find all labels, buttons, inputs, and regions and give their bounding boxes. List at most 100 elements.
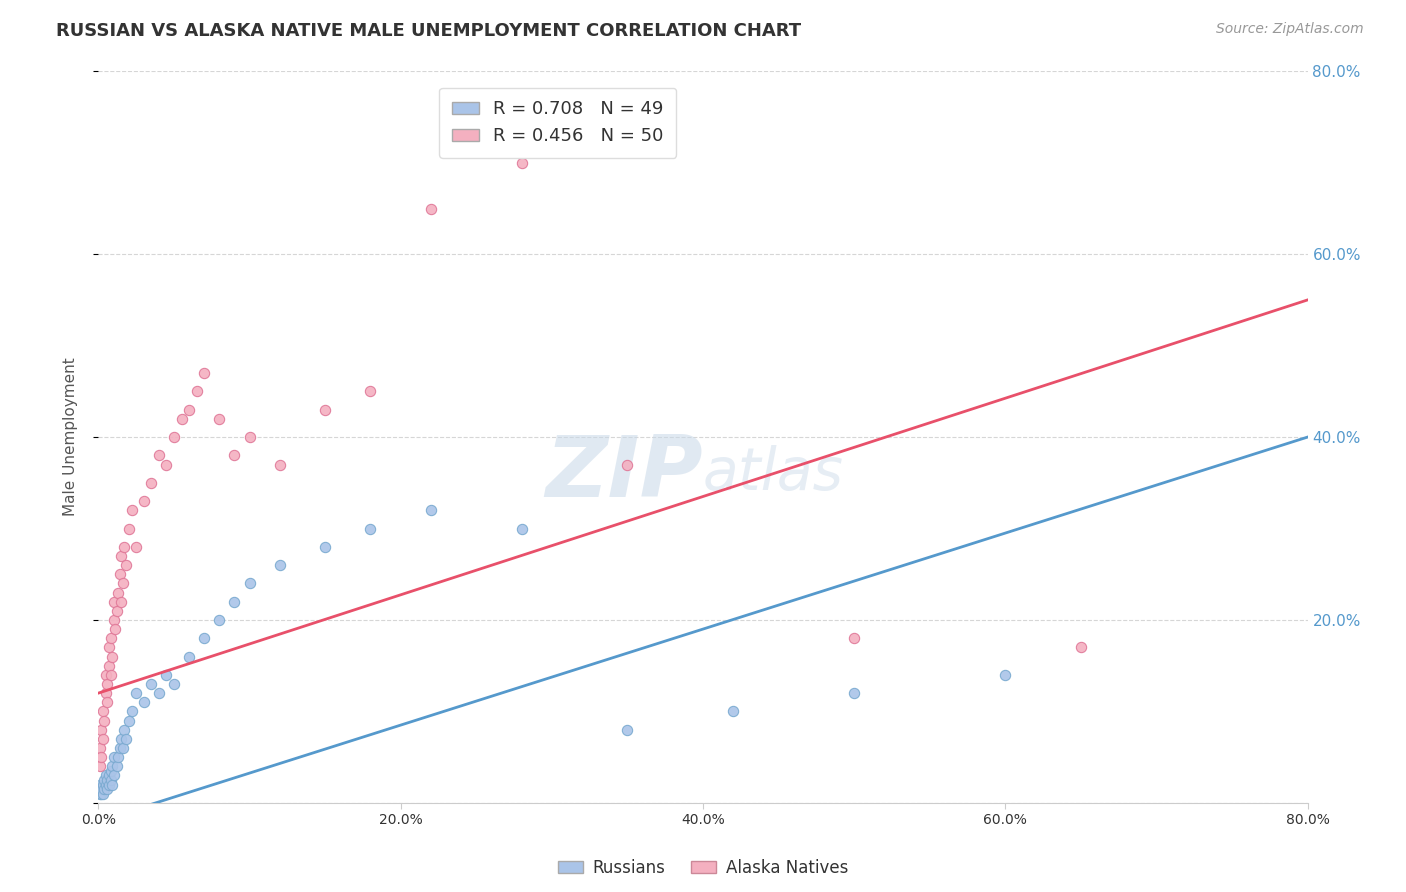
Text: Source: ZipAtlas.com: Source: ZipAtlas.com — [1216, 22, 1364, 37]
Point — [179, 402, 201, 417]
Point — [616, 458, 638, 472]
Point — [163, 677, 186, 691]
Point — [110, 731, 132, 746]
Point — [155, 667, 177, 681]
Point — [132, 695, 155, 709]
Point — [93, 772, 115, 787]
Point — [141, 677, 163, 691]
Point — [108, 567, 131, 582]
Point — [104, 622, 127, 636]
Point — [108, 740, 131, 755]
Point — [269, 558, 291, 573]
Point — [101, 759, 124, 773]
Point — [132, 494, 155, 508]
Legend: R = 0.708   N = 49, R = 0.456   N = 50: R = 0.708 N = 49, R = 0.456 N = 50 — [439, 87, 676, 158]
Point — [100, 764, 122, 778]
Point — [90, 750, 112, 764]
Point — [89, 740, 111, 755]
Point — [89, 787, 111, 801]
Point — [101, 649, 124, 664]
Text: ZIP: ZIP — [546, 432, 703, 516]
Point — [90, 723, 112, 737]
Point — [224, 594, 246, 608]
Point — [118, 521, 141, 535]
Point — [420, 202, 443, 216]
Point — [103, 613, 125, 627]
Point — [94, 778, 117, 792]
Point — [170, 412, 193, 426]
Point — [103, 594, 125, 608]
Legend: Russians, Alaska Natives: Russians, Alaska Natives — [551, 853, 855, 884]
Point — [193, 632, 215, 646]
Point — [103, 768, 125, 782]
Point — [723, 705, 745, 719]
Point — [98, 778, 121, 792]
Point — [360, 384, 382, 399]
Point — [148, 686, 170, 700]
Point — [125, 686, 148, 700]
Point — [105, 604, 128, 618]
Point — [239, 430, 262, 444]
Point — [125, 540, 148, 554]
Point — [93, 782, 115, 797]
Point — [114, 731, 136, 746]
Point — [89, 778, 111, 792]
Point — [90, 782, 112, 797]
Point — [163, 430, 186, 444]
Point — [121, 503, 143, 517]
Point — [103, 750, 125, 764]
Point — [193, 366, 215, 380]
Point — [91, 787, 114, 801]
Point — [994, 667, 1017, 681]
Point — [844, 686, 866, 700]
Point — [112, 723, 135, 737]
Point — [89, 759, 111, 773]
Point — [224, 448, 246, 462]
Point — [101, 778, 124, 792]
Point — [314, 402, 336, 417]
Point — [94, 686, 117, 700]
Point — [616, 723, 638, 737]
Point — [510, 521, 533, 535]
Point — [96, 772, 118, 787]
Y-axis label: Male Unemployment: Male Unemployment — [63, 358, 77, 516]
Point — [94, 768, 117, 782]
Point — [121, 705, 143, 719]
Point — [98, 768, 121, 782]
Point — [110, 549, 132, 563]
Point — [107, 585, 129, 599]
Point — [96, 677, 118, 691]
Point — [94, 667, 117, 681]
Point — [186, 384, 208, 399]
Point — [179, 649, 201, 664]
Point — [100, 632, 122, 646]
Point — [100, 667, 122, 681]
Point — [420, 503, 443, 517]
Point — [269, 458, 291, 472]
Point — [98, 658, 121, 673]
Point — [90, 787, 112, 801]
Point — [107, 750, 129, 764]
Point — [208, 412, 231, 426]
Point — [100, 772, 122, 787]
Point — [118, 714, 141, 728]
Text: atlas: atlas — [703, 445, 844, 502]
Point — [91, 778, 114, 792]
Point — [112, 540, 135, 554]
Point — [110, 594, 132, 608]
Point — [1070, 640, 1092, 655]
Point — [155, 458, 177, 472]
Point — [105, 759, 128, 773]
Point — [91, 705, 114, 719]
Text: RUSSIAN VS ALASKA NATIVE MALE UNEMPLOYMENT CORRELATION CHART: RUSSIAN VS ALASKA NATIVE MALE UNEMPLOYME… — [56, 22, 801, 40]
Point — [360, 521, 382, 535]
Point — [114, 558, 136, 573]
Point — [510, 156, 533, 170]
Point — [111, 740, 134, 755]
Point — [314, 540, 336, 554]
Point — [93, 714, 115, 728]
Point — [96, 695, 118, 709]
Point — [98, 640, 121, 655]
Point — [844, 632, 866, 646]
Point — [239, 576, 262, 591]
